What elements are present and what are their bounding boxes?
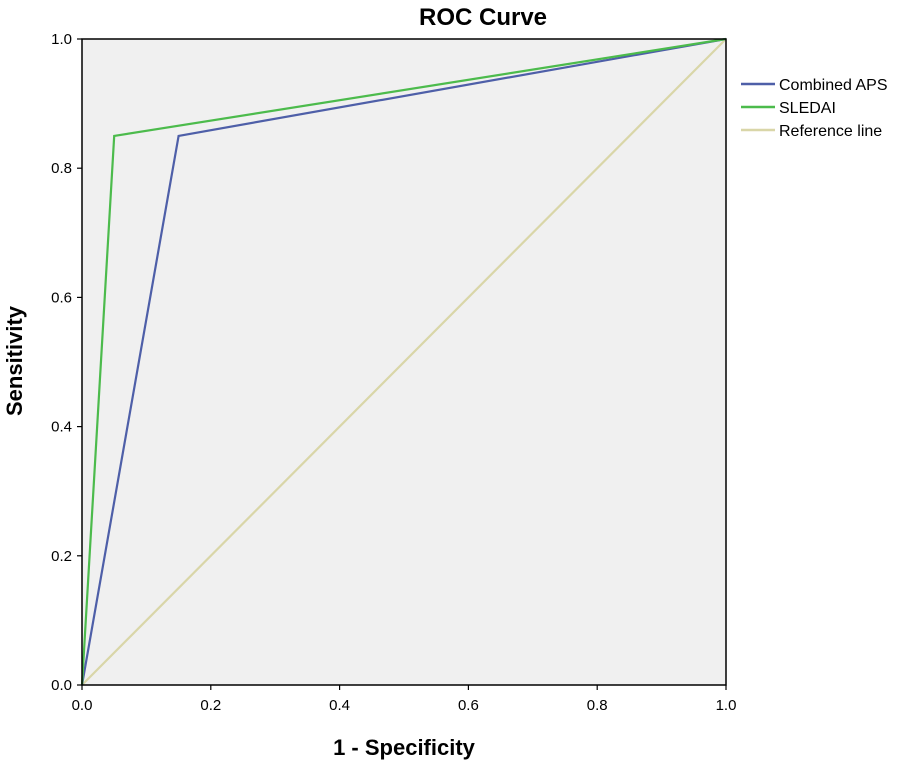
y-axis-title: Sensitivity [2,305,27,416]
plot-frame [81,38,727,686]
x-tick-label: 0.4 [329,697,350,714]
y-tick-label: 0.6 [51,289,72,306]
series-line-combined-aps [80,37,727,686]
y-tick-label: 1.0 [51,31,72,48]
x-tick-label: 0.8 [587,697,608,714]
x-axis-title: 1 - Specificity [333,735,476,760]
legend-label: SLEDAI [779,100,836,117]
chart-title: ROC Curve [419,4,547,31]
y-tick-label: 0.4 [51,419,72,436]
x-tick-label: 0.6 [458,697,479,714]
legend-label: Reference line [779,123,882,140]
series-line-reference-line [81,38,727,686]
legend-label: Combined APS [779,77,888,94]
y-tick-label: 0.2 [51,548,72,565]
x-tick-label: 0.2 [200,697,221,714]
series-line-sledai [80,37,727,686]
y-tick-label: 0.0 [51,677,72,694]
x-tick-label: 1.0 [716,697,737,714]
x-tick-label: 0.0 [72,697,93,714]
y-tick-label: 0.8 [51,160,72,177]
legend: Combined APS SLEDAI Reference line [741,77,888,140]
